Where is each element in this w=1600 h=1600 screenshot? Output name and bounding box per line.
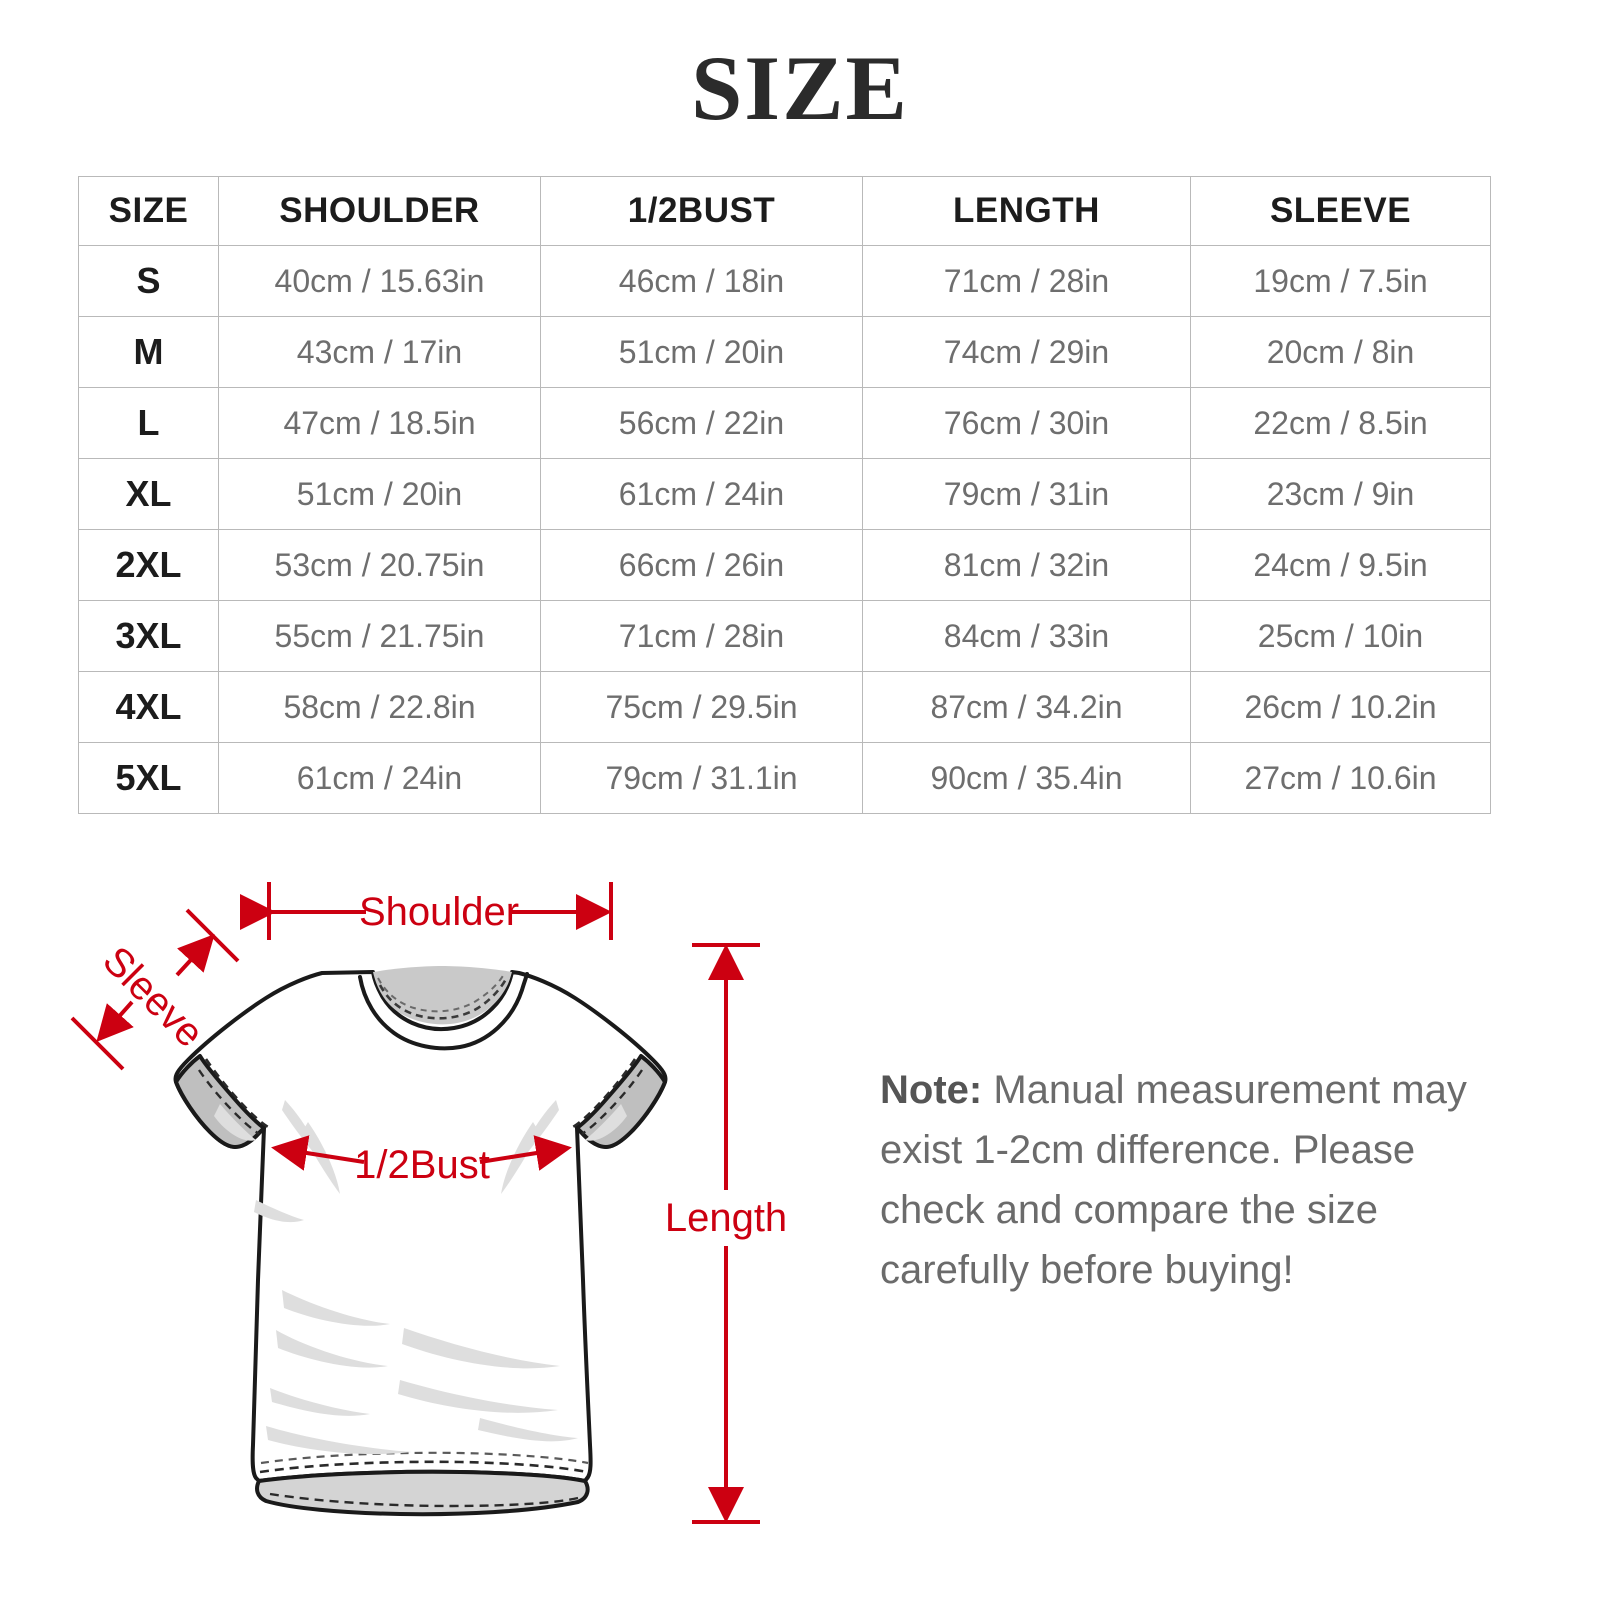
cell-size: M [78,316,219,388]
right-cuff-stitch-inner [581,1069,643,1135]
cell-sleeve: 20cm / 8in [1190,316,1491,388]
length-label: Length [665,1196,787,1240]
cell-shoulder: 47cm / 18.5in [218,387,541,459]
cell-size: 4XL [78,671,219,743]
bottom-hem [255,1469,590,1517]
cell-length: 74cm / 29in [862,316,1191,388]
cell-sleeve: 22cm / 8.5in [1190,387,1491,459]
table-header: SIZE SHOULDER 1/2BUST LENGTH SLEEVE [78,176,1491,246]
cell-half-bust: 51cm / 20in [540,316,863,388]
table-body: S 40cm / 15.63in 46cm / 18in 71cm / 28in… [78,245,1491,814]
right-sleeve-cuff [575,1054,667,1149]
collar-stitch-inner [377,973,505,1013]
cell-length: 79cm / 31in [862,458,1191,530]
cell-sleeve: 26cm / 10.2in [1190,671,1491,743]
cell-half-bust: 61cm / 24in [540,458,863,530]
size-chart-table: SIZE SHOULDER 1/2BUST LENGTH SLEEVE S 40… [78,176,1491,814]
note-block: Note: Manual measurement may exist 1-2cm… [880,1060,1500,1300]
left-sleeve-cuff [174,1054,266,1149]
tshirt-body-outline [173,970,668,1483]
length-dimension-group: Length [665,943,787,1524]
cell-shoulder: 61cm / 24in [218,742,541,814]
column-header-shoulder: SHOULDER [218,176,541,246]
column-header-size: SIZE [78,176,219,246]
left-cuff-stitch-outer [204,1058,269,1129]
fabric-fold-shading [214,1100,627,1455]
cell-size: 2XL [78,529,219,601]
cell-size: XL [78,458,219,530]
half-bust-arrow-right [479,1135,572,1171]
shoulder-dimension-group: Shoulder [240,882,613,940]
shoulder-label: Shoulder [359,890,519,934]
cell-length: 81cm / 32in [862,529,1191,601]
cell-length: 90cm / 35.4in [862,742,1191,814]
tshirt-body-group [173,966,668,1517]
column-header-half-bust: 1/2BUST [540,176,863,246]
cell-half-bust: 75cm / 29.5in [540,671,863,743]
cell-shoulder: 58cm / 22.8in [218,671,541,743]
cell-size: 5XL [78,742,219,814]
note-text: Manual measurement may exist 1-2cm diffe… [880,1068,1467,1292]
table-row: M 43cm / 17in 51cm / 20in 74cm / 29in 20… [78,316,1491,388]
sleeve-tick-lower [70,1016,125,1071]
cell-half-bust: 71cm / 28in [540,600,863,672]
half-bust-arrow-left [271,1135,365,1171]
half-bust-dimension-group: 1/2Bust [271,1135,572,1187]
cell-half-bust: 66cm / 26in [540,529,863,601]
table-row: S 40cm / 15.63in 46cm / 18in 71cm / 28in… [78,245,1491,317]
cell-length: 84cm / 33in [862,600,1191,672]
table-row: 3XL 55cm / 21.75in 71cm / 28in 84cm / 33… [78,600,1491,672]
collar-outline [358,972,529,1051]
cell-half-bust: 56cm / 22in [540,387,863,459]
cell-shoulder: 43cm / 17in [218,316,541,388]
cell-length: 76cm / 30in [862,387,1191,459]
table-row: 5XL 61cm / 24in 79cm / 31.1in 90cm / 35.… [78,742,1491,814]
left-cuff-stitch-inner [198,1069,260,1135]
table-row: 2XL 53cm / 20.75in 66cm / 26in 81cm / 32… [78,529,1491,601]
column-header-length: LENGTH [862,176,1191,246]
cell-half-bust: 46cm / 18in [540,245,863,317]
table-header-row: SIZE SHOULDER 1/2BUST LENGTH SLEEVE [78,176,1491,246]
measurement-diagram: Shoulder Sleeve 1/2Bust Length [0,840,1600,1600]
cell-shoulder: 51cm / 20in [218,458,541,530]
page-title: SIZE [691,37,909,139]
hem-stitch-lower [269,1492,579,1508]
cell-half-bust: 79cm / 31.1in [540,742,863,814]
cell-sleeve: 25cm / 10in [1190,600,1491,672]
cell-size: S [78,245,219,317]
table-row: XL 51cm / 20in 61cm / 24in 79cm / 31in 2… [78,458,1491,530]
sleeve-arrow-upper [175,934,215,977]
table-row: L 47cm / 18.5in 56cm / 22in 76cm / 30in … [78,387,1491,459]
cell-sleeve: 24cm / 9.5in [1190,529,1491,601]
right-cuff-stitch-outer [572,1058,637,1129]
cell-size: 3XL [78,600,219,672]
note-label: Note: [880,1068,983,1112]
sleeve-arrow-lower [96,1000,134,1042]
hem-stitch-upper [259,1460,588,1474]
cell-sleeve: 23cm / 9in [1190,458,1491,530]
size-chart-table-container: SIZE SHOULDER 1/2BUST LENGTH SLEEVE S 40… [78,176,1491,814]
half-bust-label: 1/2Bust [354,1143,490,1187]
cell-length: 87cm / 34.2in [862,671,1191,743]
collar-stitch [378,978,508,1020]
cell-length: 71cm / 28in [862,245,1191,317]
cell-shoulder: 55cm / 21.75in [218,600,541,672]
tshirt-illustration: Shoulder Sleeve 1/2Bust Length [70,882,787,1524]
cell-shoulder: 40cm / 15.63in [218,245,541,317]
column-header-sleeve: SLEEVE [1190,176,1491,246]
cell-size: L [78,387,219,459]
cell-sleeve: 19cm / 7.5in [1190,245,1491,317]
table-row: 4XL 58cm / 22.8in 75cm / 29.5in 87cm / 3… [78,671,1491,743]
cell-shoulder: 53cm / 20.75in [218,529,541,601]
cell-sleeve: 27cm / 10.6in [1190,742,1491,814]
